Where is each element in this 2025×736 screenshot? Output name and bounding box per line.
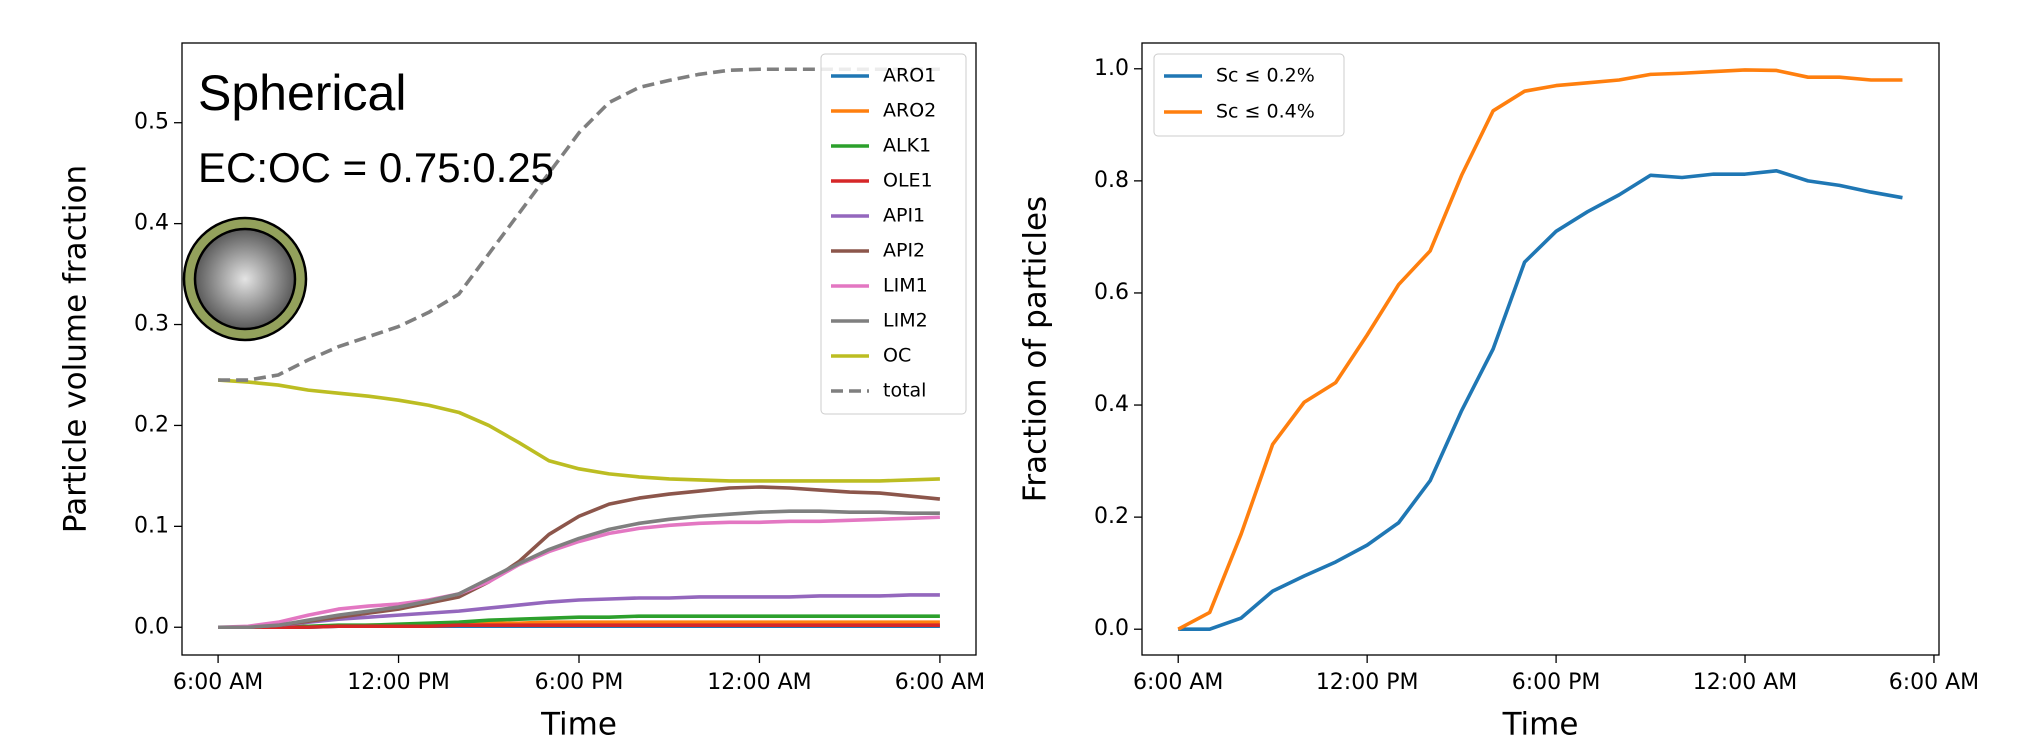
plot-frame: [1141, 42, 1940, 656]
particle-core-icon: [193, 227, 297, 331]
line-series: [218, 67, 940, 382]
legend-label: ARO2: [883, 100, 936, 122]
x-tick-label: 6:00 AM: [1889, 670, 1979, 695]
x-tick-label: 12:00 AM: [1693, 670, 1797, 695]
y-tick-label: 1.0: [1094, 56, 1129, 81]
x-tick-label: 6:00 PM: [1512, 670, 1601, 695]
y-tick-label: 0.0: [134, 614, 169, 639]
legend-label: ALK1: [883, 135, 931, 157]
line-series: [217, 378, 940, 483]
annotation: Spherical: [198, 65, 406, 121]
x-tick-label: 12:00 AM: [707, 670, 811, 695]
legend-box: [820, 53, 967, 415]
x-tick-label: 12:00 PM: [347, 670, 450, 695]
plot-frame: [181, 42, 977, 656]
legend-label: LIM2: [883, 310, 928, 332]
line-series: [218, 593, 940, 630]
line-series: [218, 515, 940, 630]
legend-label: LIM1: [883, 275, 928, 297]
legend-label: API2: [883, 240, 925, 262]
legend-label: OLE1: [883, 170, 933, 192]
x-axis-label: Time: [540, 707, 617, 736]
legend-label: total: [883, 380, 926, 402]
y-tick-label: 0.8: [1094, 168, 1129, 193]
line-series: [218, 623, 940, 630]
y-tick-label: 0.6: [1094, 280, 1129, 305]
legend-label: Sc ≤ 0.4%: [1216, 101, 1315, 123]
x-tick-label: 6:00 AM: [173, 670, 263, 695]
legend-label: ARO1: [883, 65, 936, 87]
y-tick-label: 0.1: [134, 513, 169, 538]
y-tick-label: 0.2: [1094, 504, 1129, 529]
x-axis-label: Time: [1502, 707, 1579, 736]
y-tick-label: 0.4: [1094, 392, 1129, 417]
x-tick-label: 12:00 PM: [1316, 670, 1419, 695]
y-axis-label: Particle volume fraction: [58, 165, 94, 533]
y-axis-label: Fraction of particles: [1018, 196, 1054, 502]
y-tick-label: 0.2: [134, 412, 169, 437]
legend-label: API1: [883, 205, 925, 227]
y-tick-label: 0.0: [1094, 616, 1129, 641]
y-tick-label: 0.3: [134, 312, 169, 337]
legend-label: Sc ≤ 0.2%: [1216, 65, 1315, 87]
line-series: [218, 509, 940, 630]
x-tick-label: 6:00 AM: [895, 670, 985, 695]
line-series: [218, 485, 941, 630]
line-series: [1178, 168, 1903, 632]
x-tick-label: 6:00 PM: [535, 670, 624, 695]
legend-label: OC: [883, 345, 911, 367]
y-tick-label: 0.5: [134, 110, 169, 135]
x-tick-label: 6:00 AM: [1133, 670, 1223, 695]
annotation: EC:OC = 0.75:0.25: [198, 144, 554, 191]
line-series: [1177, 68, 1903, 631]
y-tick-label: 0.4: [134, 211, 169, 236]
